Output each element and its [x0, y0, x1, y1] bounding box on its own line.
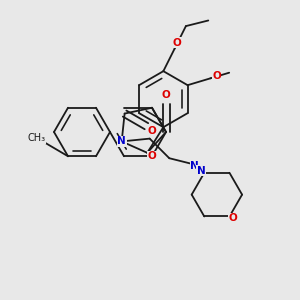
- Text: O: O: [148, 151, 156, 161]
- Text: O: O: [147, 126, 156, 136]
- Text: O: O: [212, 71, 221, 81]
- Text: CH₃: CH₃: [27, 133, 45, 143]
- Text: N: N: [190, 161, 199, 171]
- Text: O: O: [228, 213, 237, 224]
- Text: N: N: [197, 166, 206, 176]
- Text: N: N: [117, 136, 126, 146]
- Text: O: O: [162, 90, 170, 100]
- Text: O: O: [172, 38, 181, 48]
